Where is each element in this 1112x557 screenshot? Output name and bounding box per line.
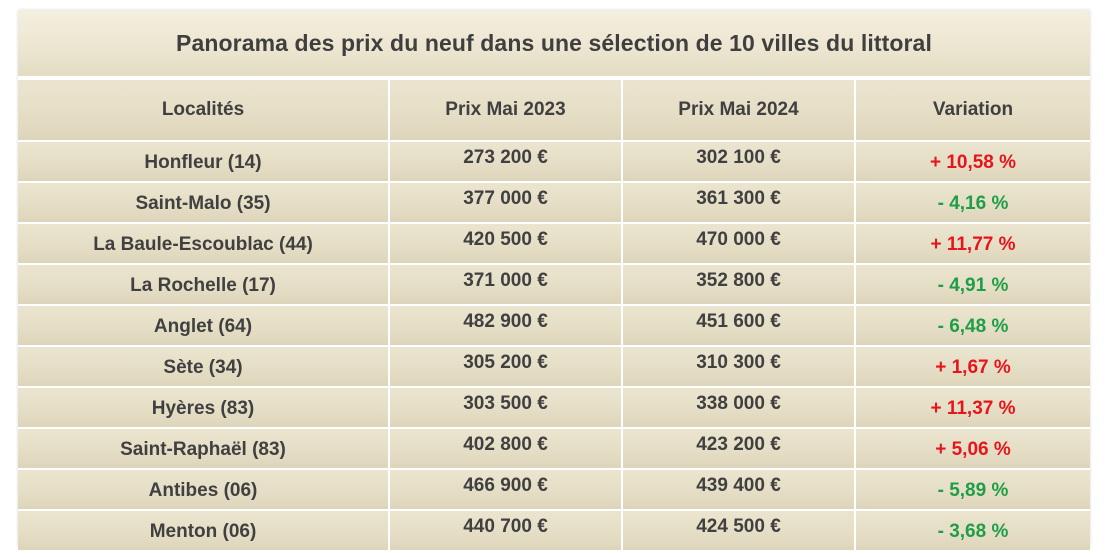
column-header-prix-2023: Prix Mai 2023 — [390, 80, 623, 142]
price-2024-cell: 451 600 € — [623, 306, 856, 347]
price-2023-cell: 377 000 € — [390, 183, 623, 224]
city-cell: Menton (06) — [18, 511, 390, 552]
price-2024-cell: 361 300 € — [623, 183, 856, 224]
city-cell: Honfleur (14) — [18, 142, 390, 183]
price-2023-cell: 420 500 € — [390, 224, 623, 265]
variation-cell: + 5,06 % — [856, 429, 1090, 470]
variation-cell: + 1,67 % — [856, 347, 1090, 388]
table-title: Panorama des prix du neuf dans une sélec… — [176, 29, 932, 56]
table-row: Anglet (64) 482 900 €451 600 € - 6,48 % — [18, 306, 1090, 347]
price-2024-cell: 439 400 € — [623, 470, 856, 511]
price-2024-cell: 424 500 € — [623, 511, 856, 552]
price-2023-cell: 440 700 € — [390, 511, 623, 552]
table-row: Sète (34) 305 200 €310 300 € + 1,67 % — [18, 347, 1090, 388]
city-cell: Antibes (06) — [18, 470, 390, 511]
price-2024-cell: 310 300 € — [623, 347, 856, 388]
price-2024-cell: 302 100 € — [623, 142, 856, 183]
city-cell: Saint-Raphaël (83) — [18, 429, 390, 470]
city-cell: La Rochelle (17) — [18, 265, 390, 306]
variation-cell: + 11,77 % — [856, 224, 1090, 265]
price-2024-cell: 338 000 € — [623, 388, 856, 429]
table-row: La Baule-Escoublac (44) 420 500 €470 000 … — [18, 224, 1090, 265]
price-2024-cell: 470 000 € — [623, 224, 856, 265]
price-2024-cell: 423 200 € — [623, 429, 856, 470]
variation-cell: - 4,16 % — [856, 183, 1090, 224]
price-2023-cell: 273 200 € — [390, 142, 623, 183]
table-row: Saint-Raphaël (83) 402 800 €423 200 € + 5,… — [18, 429, 1090, 470]
price-2023-cell: 466 900 € — [390, 470, 623, 511]
variation-cell: - 4,91 % — [856, 265, 1090, 306]
city-cell: La Baule-Escoublac (44) — [18, 224, 390, 265]
title-bar: Panorama des prix du neuf dans une sélec… — [18, 10, 1090, 78]
variation-cell: - 3,68 % — [856, 511, 1090, 552]
table-row: Antibes (06) 466 900 €439 400 € - 5,89 % — [18, 470, 1090, 511]
city-cell: Hyères (83) — [18, 388, 390, 429]
variation-cell: - 5,89 % — [856, 470, 1090, 511]
price-2023-cell: 402 800 € — [390, 429, 623, 470]
variation-cell: + 10,58 % — [856, 142, 1090, 183]
city-cell: Sète (34) — [18, 347, 390, 388]
table-row: La Rochelle (17) 371 000 €352 800 € - 4,91… — [18, 265, 1090, 306]
column-header-localites: Localités — [18, 80, 390, 142]
price-2024-cell: 352 800 € — [623, 265, 856, 306]
price-2023-cell: 303 500 € — [390, 388, 623, 429]
table-row: Hyères (83) 303 500 €338 000 € + 11,37 % — [18, 388, 1090, 429]
city-cell: Anglet (64) — [18, 306, 390, 347]
price-table: Localités Prix Mai 2023 Prix Mai 2024 Va… — [18, 80, 1090, 552]
table-row: Saint-Malo (35) 377 000 €361 300 € - 4,16 … — [18, 183, 1090, 224]
table-row: Honfleur (14) 273 200 €302 100 € + 10,58 % — [18, 142, 1090, 183]
price-2023-cell: 371 000 € — [390, 265, 623, 306]
price-table-panel: Panorama des prix du neuf dans une sélec… — [18, 10, 1090, 552]
price-2023-cell: 305 200 € — [390, 347, 623, 388]
column-header-prix-2024: Prix Mai 2024 — [623, 80, 856, 142]
variation-cell: + 11,37 % — [856, 388, 1090, 429]
table-row: Menton (06) 440 700 €424 500 € - 3,68 % — [18, 511, 1090, 552]
city-cell: Saint-Malo (35) — [18, 183, 390, 224]
variation-cell: - 6,48 % — [856, 306, 1090, 347]
header-row: Localités Prix Mai 2023 Prix Mai 2024 Va… — [18, 80, 1090, 142]
column-header-variation: Variation — [856, 80, 1090, 142]
price-2023-cell: 482 900 € — [390, 306, 623, 347]
